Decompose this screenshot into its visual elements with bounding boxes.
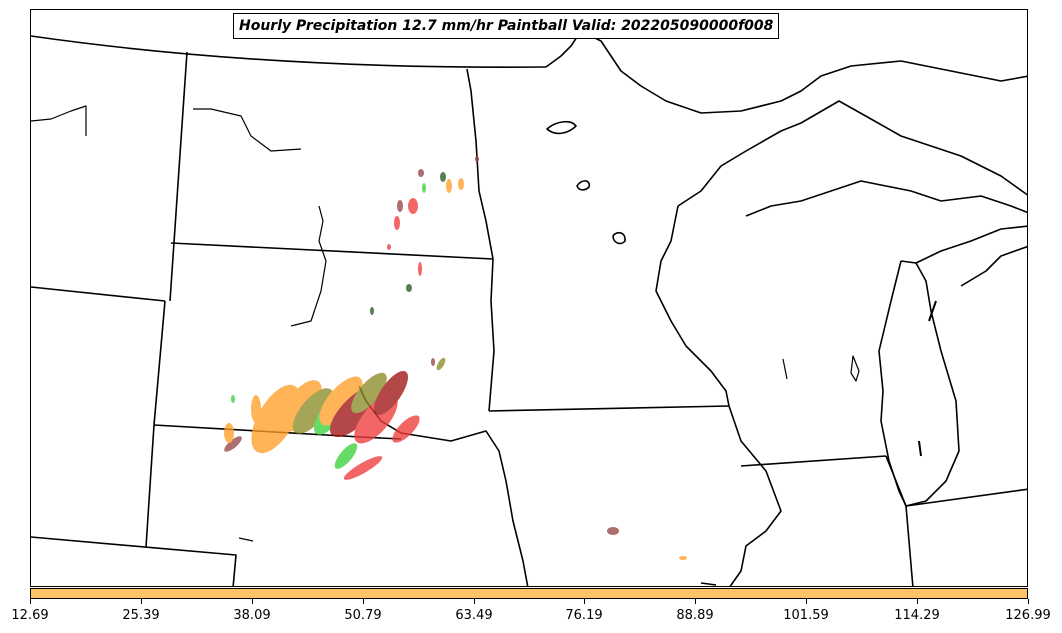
border-wy-sd bbox=[153, 300, 166, 426]
precipitation-paintballs bbox=[224, 156, 687, 560]
lm-dash2 bbox=[918, 440, 922, 457]
lm-island bbox=[782, 358, 788, 380]
ne-lake bbox=[238, 537, 254, 542]
colorbar-tick-label: 38.09 bbox=[233, 608, 271, 623]
lm-dash bbox=[928, 300, 937, 322]
paint-brown-3 bbox=[607, 527, 619, 535]
border-id-wy bbox=[31, 286, 166, 302]
paint-orange-4 bbox=[224, 423, 234, 443]
lake-of-woods bbox=[546, 120, 577, 135]
upper-peninsula bbox=[745, 180, 1027, 217]
colorbar-tick-label: 88.89 bbox=[676, 608, 714, 623]
paint-darkred-2 bbox=[373, 370, 409, 416]
colorbar-tick-label: 114.29 bbox=[894, 608, 940, 623]
colorbar-tick bbox=[252, 599, 253, 604]
colorbar-tick bbox=[141, 599, 142, 604]
paint-brown-6 bbox=[475, 156, 479, 162]
colorbar-tick-label: 63.49 bbox=[455, 608, 493, 623]
mt-lake bbox=[31, 105, 87, 136]
fort-peck bbox=[193, 108, 302, 152]
colorbar-tick-label: 25.39 bbox=[122, 608, 160, 623]
border-ne-ks bbox=[145, 424, 155, 548]
paint-olive-2 bbox=[351, 372, 387, 414]
paint-red-4 bbox=[408, 198, 418, 214]
colorbar-tick-label: 101.59 bbox=[783, 608, 829, 623]
border-wi-il bbox=[740, 455, 887, 467]
paint-orange-8 bbox=[458, 178, 464, 190]
map-panel[interactable] bbox=[30, 9, 1028, 587]
border-co-ne bbox=[31, 536, 237, 586]
lake-superior bbox=[677, 100, 1027, 207]
border-il-in bbox=[885, 455, 914, 586]
colorbar-tick bbox=[917, 599, 918, 604]
colorbar-tick-label: 12.69 bbox=[11, 608, 49, 623]
paint-green-3 bbox=[231, 395, 235, 403]
paint-brown-1 bbox=[224, 436, 242, 452]
paint-brown-5 bbox=[418, 169, 424, 177]
green-bay bbox=[850, 355, 860, 382]
paint-red-5 bbox=[394, 216, 400, 230]
ontario-shore bbox=[545, 30, 1027, 114]
paint-brown-2 bbox=[431, 358, 435, 366]
paint-green-4 bbox=[422, 183, 426, 193]
colorbar-tick bbox=[474, 599, 475, 604]
colorbar-tick bbox=[695, 599, 696, 604]
lake-michigan-west bbox=[878, 260, 907, 507]
paint-red-2 bbox=[392, 415, 420, 443]
border-nd-sd bbox=[170, 242, 494, 260]
border-mn-wi bbox=[655, 205, 730, 407]
colorbar-tick bbox=[1028, 599, 1029, 604]
canada-border bbox=[31, 35, 547, 68]
colorbar-tick bbox=[363, 599, 364, 604]
ms-river-1 bbox=[290, 205, 327, 327]
colorbar bbox=[30, 588, 1028, 599]
border-mt-nd bbox=[169, 51, 188, 302]
paint-red-6 bbox=[418, 262, 422, 276]
colorbar-tick bbox=[30, 599, 31, 604]
lake-nipigon bbox=[612, 231, 626, 245]
paint-brown-4 bbox=[397, 200, 403, 212]
border-nd-mn bbox=[466, 68, 495, 412]
border-ia-east bbox=[728, 405, 782, 586]
paint-darkgreen-2 bbox=[406, 284, 412, 292]
paint-red-7 bbox=[387, 244, 391, 250]
paint-green-2 bbox=[334, 443, 358, 469]
paint-red-3 bbox=[343, 456, 383, 480]
paint-olive-3 bbox=[436, 357, 446, 371]
paint-olive-1 bbox=[292, 388, 334, 434]
colorbar-tick-label: 76.19 bbox=[565, 608, 603, 623]
colorbar-tick bbox=[584, 599, 585, 604]
paint-orange-3 bbox=[319, 376, 363, 426]
state-borders bbox=[31, 30, 1027, 586]
lake-michigan-east bbox=[900, 260, 960, 507]
paint-orange-5 bbox=[251, 395, 261, 423]
paint-orange-2 bbox=[280, 380, 322, 432]
colorbar-tick-label: 50.79 bbox=[344, 608, 382, 623]
map-title: Hourly Precipitation 12.7 mm/hr Paintbal… bbox=[233, 13, 780, 39]
border-mo-bottom bbox=[700, 582, 717, 586]
paint-darkgreen-1 bbox=[440, 172, 446, 182]
border-in-oh bbox=[905, 488, 1027, 507]
map-canvas bbox=[31, 30, 1027, 586]
paint-green-5 bbox=[370, 307, 374, 315]
small-lake-1 bbox=[576, 180, 591, 191]
lower-michigan bbox=[915, 225, 1027, 264]
lake-huron bbox=[960, 245, 1027, 287]
paint-orange-7 bbox=[446, 179, 452, 193]
colorbar-tick bbox=[806, 599, 807, 604]
colorbar-tick-label: 126.99 bbox=[1005, 608, 1051, 623]
paint-orange-6 bbox=[679, 556, 687, 560]
border-mn-ia bbox=[488, 405, 730, 412]
